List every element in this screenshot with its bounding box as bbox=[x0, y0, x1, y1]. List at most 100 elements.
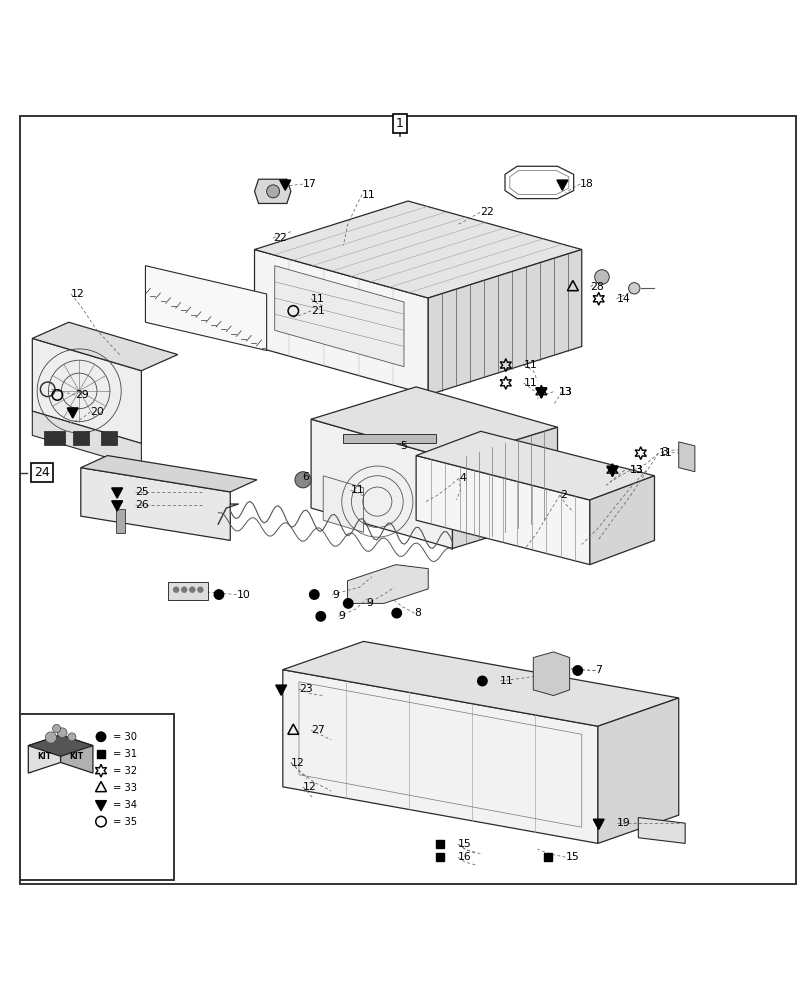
Polygon shape bbox=[311, 387, 558, 460]
Circle shape bbox=[573, 666, 583, 675]
Polygon shape bbox=[280, 180, 291, 190]
Text: 11: 11 bbox=[351, 485, 364, 495]
Circle shape bbox=[96, 732, 106, 741]
Text: = 32: = 32 bbox=[113, 766, 137, 776]
Polygon shape bbox=[112, 501, 123, 511]
Polygon shape bbox=[590, 476, 654, 565]
Circle shape bbox=[189, 586, 196, 593]
Text: 27: 27 bbox=[311, 725, 325, 735]
Polygon shape bbox=[81, 468, 230, 540]
Polygon shape bbox=[145, 266, 267, 351]
Polygon shape bbox=[557, 180, 568, 190]
Polygon shape bbox=[533, 652, 570, 696]
Text: 13: 13 bbox=[630, 465, 644, 475]
Text: = 34: = 34 bbox=[113, 800, 137, 810]
Polygon shape bbox=[679, 442, 695, 472]
Text: 10: 10 bbox=[237, 590, 250, 600]
Text: 9: 9 bbox=[366, 598, 373, 608]
Circle shape bbox=[181, 586, 187, 593]
Text: 21: 21 bbox=[311, 306, 325, 316]
Text: 28: 28 bbox=[591, 282, 604, 292]
Polygon shape bbox=[32, 322, 178, 371]
Polygon shape bbox=[255, 179, 291, 203]
Text: 7: 7 bbox=[595, 665, 603, 675]
Polygon shape bbox=[255, 201, 582, 298]
Circle shape bbox=[45, 732, 57, 743]
Text: KIT: KIT bbox=[69, 752, 84, 761]
Text: 12: 12 bbox=[71, 289, 85, 299]
Polygon shape bbox=[275, 266, 404, 367]
Polygon shape bbox=[32, 338, 141, 443]
Bar bbox=[116, 509, 125, 533]
Bar bbox=[97, 750, 105, 758]
Polygon shape bbox=[323, 476, 364, 532]
Polygon shape bbox=[593, 819, 604, 829]
Polygon shape bbox=[283, 641, 679, 726]
Polygon shape bbox=[112, 488, 123, 498]
Circle shape bbox=[392, 608, 402, 618]
Text: 4: 4 bbox=[459, 473, 466, 483]
Text: 20: 20 bbox=[90, 407, 104, 417]
Polygon shape bbox=[607, 466, 618, 476]
Polygon shape bbox=[81, 456, 257, 492]
Text: 2: 2 bbox=[560, 490, 567, 500]
Text: 22: 22 bbox=[480, 207, 494, 217]
Bar bbox=[343, 434, 436, 443]
Circle shape bbox=[343, 599, 353, 608]
Polygon shape bbox=[347, 565, 428, 603]
Polygon shape bbox=[283, 670, 598, 843]
Circle shape bbox=[173, 586, 179, 593]
Text: 13: 13 bbox=[559, 387, 573, 397]
Polygon shape bbox=[311, 419, 452, 548]
Circle shape bbox=[197, 586, 204, 593]
Text: = 30: = 30 bbox=[113, 732, 137, 742]
Circle shape bbox=[595, 270, 609, 284]
Polygon shape bbox=[536, 388, 547, 398]
Circle shape bbox=[316, 612, 326, 621]
Text: 1: 1 bbox=[396, 117, 404, 130]
Polygon shape bbox=[452, 427, 558, 548]
Bar bbox=[544, 853, 552, 861]
Polygon shape bbox=[95, 801, 107, 811]
Bar bbox=[44, 431, 65, 445]
Polygon shape bbox=[255, 250, 428, 395]
Bar bbox=[436, 840, 444, 848]
Text: 9: 9 bbox=[332, 590, 339, 600]
Polygon shape bbox=[598, 698, 679, 843]
Bar bbox=[436, 853, 444, 861]
Text: 9: 9 bbox=[339, 611, 346, 621]
Bar bbox=[73, 431, 89, 445]
Text: 19: 19 bbox=[617, 818, 630, 828]
Text: 29: 29 bbox=[75, 390, 89, 400]
Text: 5: 5 bbox=[400, 441, 407, 451]
Polygon shape bbox=[67, 408, 78, 418]
Text: 14: 14 bbox=[617, 294, 630, 304]
Bar bbox=[20, 714, 174, 880]
Text: 22: 22 bbox=[273, 233, 287, 243]
Circle shape bbox=[629, 283, 640, 294]
Polygon shape bbox=[28, 735, 61, 773]
Circle shape bbox=[309, 590, 319, 599]
Text: = 35: = 35 bbox=[113, 817, 137, 827]
Polygon shape bbox=[638, 818, 685, 843]
Text: 17: 17 bbox=[303, 179, 317, 189]
Text: 12: 12 bbox=[303, 782, 317, 792]
Polygon shape bbox=[28, 735, 93, 756]
Polygon shape bbox=[416, 431, 654, 500]
Text: 11: 11 bbox=[500, 676, 514, 686]
Text: 6: 6 bbox=[302, 472, 309, 482]
Polygon shape bbox=[61, 735, 93, 773]
Polygon shape bbox=[428, 250, 582, 395]
Text: KIT: KIT bbox=[37, 752, 52, 761]
Text: 16: 16 bbox=[458, 852, 472, 862]
Circle shape bbox=[53, 724, 61, 733]
Text: 11: 11 bbox=[362, 190, 376, 200]
Text: 13: 13 bbox=[630, 465, 644, 475]
Text: 15: 15 bbox=[566, 852, 579, 862]
Text: 11: 11 bbox=[524, 360, 537, 370]
Text: 24: 24 bbox=[34, 466, 50, 479]
Circle shape bbox=[68, 733, 76, 741]
Text: 8: 8 bbox=[415, 608, 422, 618]
Polygon shape bbox=[416, 456, 590, 565]
Circle shape bbox=[214, 590, 224, 599]
